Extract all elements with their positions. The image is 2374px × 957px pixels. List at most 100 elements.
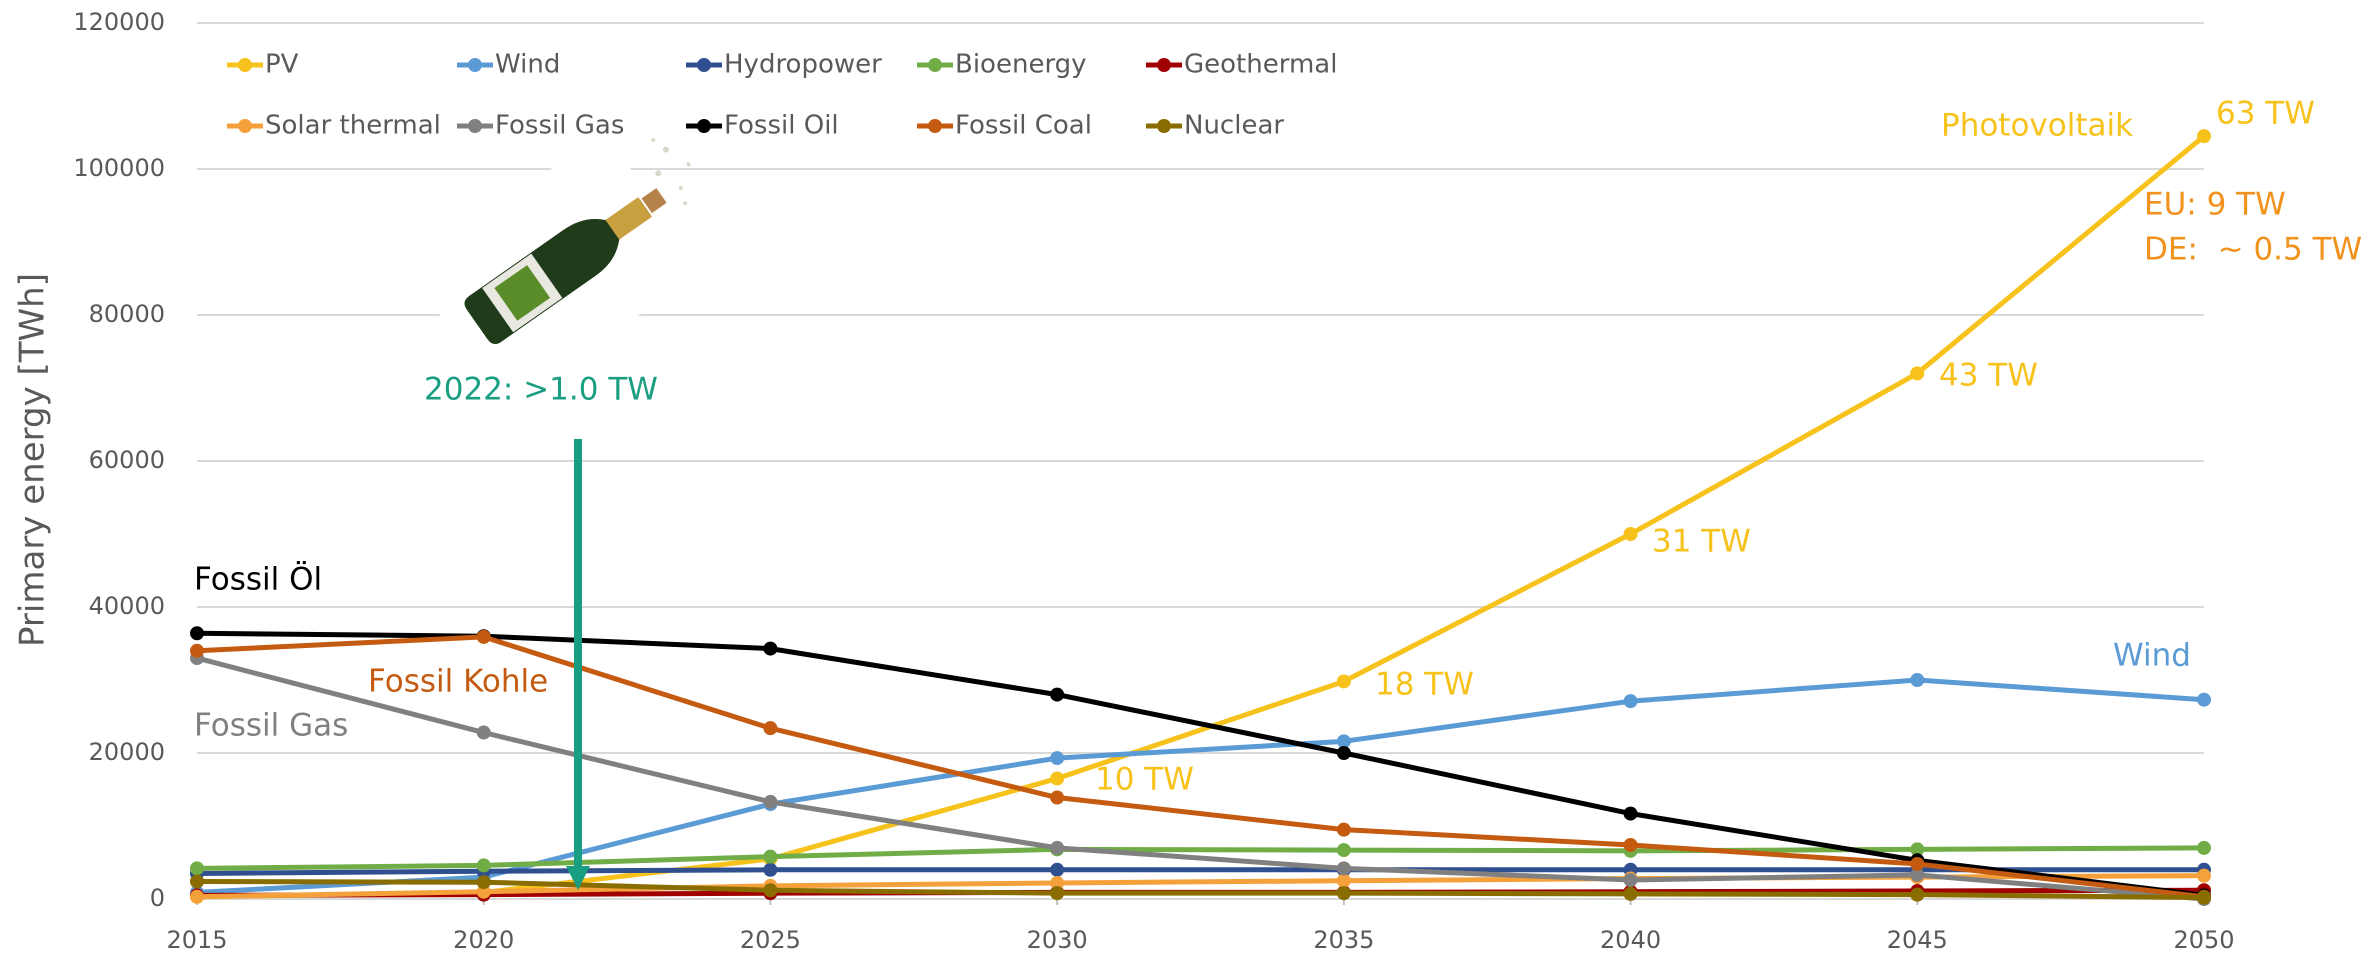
y-tick-label: 60000	[89, 446, 165, 474]
legend-label: Wind	[495, 50, 560, 80]
data-point	[1336, 886, 1351, 901]
x-tick-label: 2045	[1887, 926, 1948, 954]
x-tick-label: 2035	[1313, 926, 1374, 954]
data-point	[1050, 771, 1065, 786]
data-point	[190, 874, 204, 889]
legend-marker	[928, 58, 942, 72]
data-point	[1336, 674, 1351, 689]
x-tick-label: 2020	[453, 926, 514, 954]
data-point	[763, 641, 778, 656]
data-point	[190, 889, 204, 904]
data-point	[1623, 873, 1638, 888]
annotation: 18 TW	[1375, 667, 1474, 703]
legend-marker	[238, 119, 252, 133]
annotation: 10 TW	[1095, 762, 1194, 798]
legend-marker	[468, 58, 482, 72]
annotation: Wind	[2113, 638, 2191, 674]
annotation: Fossil Gas	[194, 708, 348, 744]
data-point	[1050, 687, 1065, 702]
legend-marker	[1157, 119, 1171, 133]
data-point	[1910, 673, 1925, 687]
legend-marker	[697, 119, 711, 133]
series-line	[196, 878, 2205, 901]
annotation: DE: ~ 0.5 TW	[2144, 232, 2362, 268]
y-tick-label: 100000	[73, 154, 165, 182]
data-point	[763, 794, 778, 809]
x-tick-label: 2030	[1027, 926, 1088, 954]
x-tick-label: 2040	[1600, 926, 1661, 954]
y-tick-label: 0	[150, 884, 165, 912]
data-point	[1623, 886, 1638, 901]
data-point	[1910, 856, 1925, 871]
data-point	[476, 725, 491, 740]
legend-label: Solar thermal	[265, 111, 441, 141]
data-point	[2197, 868, 2211, 883]
annotation: 2022: >1.0 TW	[424, 372, 658, 408]
legend-label: Bioenergy	[955, 50, 1087, 80]
legend-marker	[697, 58, 711, 72]
data-point	[476, 858, 491, 873]
data-point	[2197, 692, 2211, 707]
data-point	[476, 629, 491, 644]
data-point	[1336, 873, 1351, 888]
series-line	[196, 845, 2205, 871]
legend-label: Fossil Oil	[724, 111, 839, 141]
data-point	[1623, 527, 1638, 541]
data-point	[763, 862, 778, 877]
y-tick-label: 20000	[89, 738, 165, 766]
data-point	[1910, 366, 1925, 381]
series-line	[196, 630, 2205, 898]
annotation: 31 TW	[1652, 524, 1751, 560]
annotation: Fossil Öl	[194, 561, 322, 598]
legend: PV Wind Hydropower Bioenergy Geothermal Solar…	[227, 50, 1337, 141]
data-point	[1623, 806, 1638, 821]
spray	[651, 138, 691, 206]
x-tick-label: 2050	[2173, 926, 2234, 954]
plot-area: 0 20000 40000 60000 80000 100000 120000 2015 202…	[73, 8, 2234, 954]
legend-marker	[1157, 58, 1171, 72]
data-point	[763, 883, 778, 898]
data-point	[190, 626, 204, 641]
data-point	[1336, 746, 1351, 760]
legend-label: Fossil Coal	[955, 111, 1092, 141]
y-tick-label: 120000	[73, 8, 165, 36]
arrow-head	[566, 866, 590, 890]
y-tick-label: 40000	[89, 592, 165, 620]
annotation: EU: 9 TW	[2144, 187, 2286, 223]
data-point	[1336, 861, 1351, 876]
annotation: Fossil Kohle	[368, 664, 548, 700]
series-line	[196, 867, 2204, 876]
legend-label: Geothermal	[1184, 50, 1337, 80]
data-point	[1910, 887, 1925, 902]
data-point	[1050, 862, 1065, 877]
bottle-foil	[605, 197, 652, 240]
annotation: 43 TW	[1939, 358, 2038, 394]
annotation: 63 TW	[2216, 96, 2315, 132]
data-point	[1050, 751, 1065, 766]
champagne-bottle	[407, 131, 703, 409]
legend-label: Fossil Gas	[495, 111, 624, 141]
data-point	[1050, 875, 1065, 890]
data-point	[2197, 890, 2211, 905]
series-line	[196, 634, 2205, 900]
data-point	[763, 721, 778, 736]
data-point	[1050, 790, 1065, 805]
annotation: Photovoltaik	[1941, 108, 2133, 144]
data-point	[1336, 822, 1351, 837]
data-point	[763, 849, 778, 864]
legend-label: Hydropower	[724, 50, 882, 80]
data-point	[1623, 837, 1638, 852]
data-point	[1050, 840, 1065, 855]
series-line	[196, 134, 2206, 900]
bottle-label-art	[494, 265, 551, 321]
data-point	[1910, 842, 1925, 857]
data-point	[190, 643, 204, 658]
legend-label: Nuclear	[1184, 111, 1284, 141]
data-point	[2197, 129, 2211, 144]
cork	[641, 188, 667, 214]
series-line	[196, 655, 2205, 902]
data-point	[190, 861, 204, 876]
x-tick-label: 2025	[740, 926, 801, 954]
annotations: Photovoltaik 63 TW EU: 9 TW DE: ~ 0.5 TW…	[194, 96, 2362, 798]
